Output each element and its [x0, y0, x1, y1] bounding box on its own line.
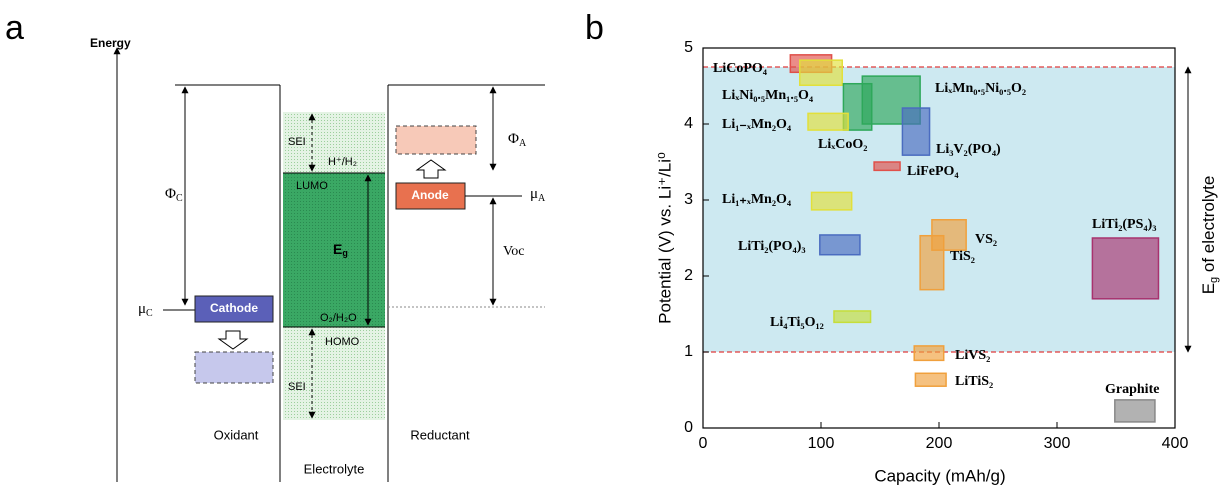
legend-label: VS₂: [975, 232, 997, 247]
legend-label: Li₁₊ₓMn₂O₄: [722, 192, 792, 207]
electrolyte-window: [703, 67, 1175, 352]
legend-label: TiS₂: [950, 249, 975, 264]
y-tick-label: 2: [684, 267, 693, 284]
subscript: g: [342, 248, 348, 258]
subscript: g: [1208, 277, 1220, 283]
symbol: μ: [138, 301, 146, 317]
x-axis-label: Capacity (mAh/g): [874, 466, 1005, 485]
legend-label: Graphite: [1105, 382, 1159, 397]
range-box: [914, 372, 947, 387]
symbol: E: [333, 241, 342, 257]
energy-diagram: Energy ΦC μC Cathode SEI H⁺/H₂ LUMO Eg O…: [90, 36, 546, 482]
region-label: Electrolyte: [304, 461, 365, 476]
legend-label: LiFePO₄: [907, 164, 959, 179]
legend-label: LiTi₂(PO₄)₃: [738, 239, 806, 254]
legend-label: LiₓMn₀.₅Ni₀.₅O₂: [935, 81, 1026, 96]
subscript: A: [519, 138, 527, 149]
annotation: Eg of electrolyte: [1199, 176, 1219, 295]
voc-label: Voc: [503, 244, 525, 259]
legend-label: LiₓNi₀.₅Mn₁.₅O₄: [722, 88, 814, 103]
range-box: [913, 345, 945, 362]
lumo-label: LUMO: [296, 180, 328, 192]
region-label: Oxidant: [214, 427, 259, 442]
panel-label: b: [585, 9, 604, 47]
range-box: [901, 107, 931, 156]
range-box: [833, 310, 872, 324]
legend-label: LiₓCoO₂: [818, 137, 867, 152]
symbol: Φ: [165, 186, 176, 202]
range-box: [799, 59, 843, 86]
legend-label: Li₃V₂(PO₄): [936, 142, 1001, 157]
legend-label: LiTi₂(PS₄)₃: [1092, 217, 1156, 232]
plot-frame: [702, 47, 1176, 429]
legend-label: LiTiS₂: [955, 374, 993, 389]
x-tick-label: 400: [1162, 435, 1189, 452]
x-tick-label: 0: [699, 435, 708, 452]
anode-box: [395, 182, 466, 210]
subscript: C: [146, 308, 153, 319]
y-tick-label: 4: [684, 115, 693, 132]
range-box: [919, 234, 945, 291]
dashed-box: [395, 125, 477, 155]
hollow-arrow: [415, 159, 447, 179]
y-tick-label: 1: [684, 343, 693, 360]
legend-label: LiCoPO₄: [713, 61, 768, 76]
x-tick-label: 300: [1044, 435, 1071, 452]
y-tick-label: 0: [684, 419, 693, 436]
range-box: [819, 234, 861, 256]
phi-c: ΦC: [165, 186, 183, 204]
symbol: μ: [530, 186, 538, 202]
hollow-arrow: [217, 330, 249, 350]
homo-label: HOMO: [325, 336, 360, 348]
region-label: Reductant: [410, 427, 470, 442]
chart: 0 100 200 300 400 0 1 2 3 4 5 LiCoPO₄ LiₓNi₀.₅Mn₁.₅O…: [684, 39, 1188, 452]
mu-c: μC: [138, 301, 153, 319]
phi-a: ΦA: [508, 131, 527, 149]
couple-label: O₂/H₂O: [320, 312, 357, 324]
y-tick-label: 3: [684, 191, 693, 208]
range-box: [1091, 237, 1160, 300]
panel-label: a: [5, 9, 24, 47]
dashed-box: [194, 351, 274, 384]
cathode-label: Cathode: [210, 301, 258, 315]
cathode-box: [194, 295, 274, 323]
y-axis-label: Potential (V) vs. Li⁺/Li⁰: [655, 152, 674, 324]
x-tick-label: 100: [808, 435, 835, 452]
symbol: Φ: [508, 131, 519, 147]
symbol: E: [1199, 283, 1218, 294]
legend-label: LiVS₂: [955, 348, 990, 363]
eg-label: Eg: [333, 241, 348, 259]
legend-label: Li₄Ti₅O₁₂: [770, 315, 824, 330]
range-box: [807, 112, 849, 131]
legend-label: Li₁₋ₓMn₂O₄: [722, 117, 792, 132]
anode-label: Anode: [411, 188, 449, 202]
sei-label: SEI: [288, 136, 306, 148]
x-tick-label: 200: [926, 435, 953, 452]
range-box: [1114, 399, 1156, 423]
subscript: A: [538, 193, 546, 204]
axis-label: Energy: [90, 36, 131, 50]
subscript: C: [176, 193, 183, 204]
range-box: [873, 161, 901, 172]
mu-a: μA: [530, 186, 546, 204]
annotation-text: of electrolyte: [1199, 176, 1218, 277]
range-box: [810, 191, 853, 211]
couple-label: H⁺/H₂: [328, 156, 357, 168]
y-tick-label: 5: [684, 39, 693, 56]
sei-label: SEI: [288, 381, 306, 393]
